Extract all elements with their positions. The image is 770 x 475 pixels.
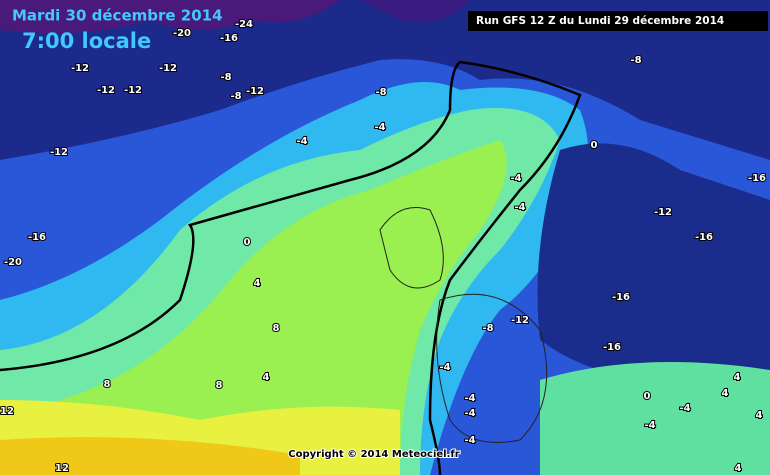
run: Run GFS 12 Z du Lundi 29 décembre 2014 <box>476 15 724 27</box>
contour-label: -8 <box>375 87 386 98</box>
zone <box>60 140 507 475</box>
contour-label: -20 <box>173 28 191 39</box>
contour-label: 8 <box>273 323 280 334</box>
zone <box>540 362 770 475</box>
time: 7:00 locale <box>22 29 151 53</box>
contour-label: -20 <box>4 257 22 268</box>
contour-label: -16 <box>612 292 630 303</box>
contour-label: -4 <box>679 403 690 414</box>
contour-label: -16 <box>28 232 46 243</box>
contour-label: -12 <box>654 207 672 218</box>
contour-label: 12 <box>0 406 14 417</box>
contour-label: -12 <box>159 63 177 74</box>
contour-label: 4 <box>734 372 741 383</box>
contour-label: -8 <box>230 91 241 102</box>
contour-label: 12 <box>55 463 69 474</box>
contour-label: 0 <box>644 391 651 402</box>
contour-label: 8 <box>104 379 111 390</box>
contour-label: -16 <box>748 173 766 184</box>
contour-label: 4 <box>756 410 763 421</box>
zero-isotherm <box>0 60 582 475</box>
contour-label: -4 <box>514 202 525 213</box>
cold-zone <box>0 0 340 34</box>
contour-label: -16 <box>695 232 713 243</box>
contour-label: -8 <box>482 323 493 334</box>
zone <box>537 143 770 380</box>
run-box <box>468 11 768 31</box>
contour-label: -4 <box>439 362 450 373</box>
contour-label: -12 <box>50 147 68 158</box>
contour-label: -4 <box>464 408 475 419</box>
contour-label: -8 <box>630 55 641 66</box>
zone <box>0 437 300 475</box>
contour-label: -16 <box>603 342 621 353</box>
contour-label: 4 <box>263 372 270 383</box>
contour-label: -12 <box>71 63 89 74</box>
contour-label: -4 <box>644 420 655 431</box>
contour-label: -24 <box>235 19 253 30</box>
contour-label: 8 <box>216 380 223 391</box>
contour-label: -4 <box>374 122 385 133</box>
contour-label: 4 <box>722 388 729 399</box>
contour-label: 4 <box>254 278 261 289</box>
contour-label: -12 <box>124 85 142 96</box>
contour-label: 0 <box>244 237 251 248</box>
copyright: Copyright © 2014 Meteociel.fr <box>288 449 459 460</box>
contour-label: 4 <box>735 463 742 474</box>
contour-label: -8 <box>220 72 231 83</box>
contour-label: -4 <box>464 435 475 446</box>
contour-label: -4 <box>510 173 521 184</box>
contour-labels: -24 -20 -16 -12 -12 -12 -12 -8 -8 -12 -8… <box>0 18 767 475</box>
coastline <box>379 207 548 443</box>
cold-zone <box>360 0 470 23</box>
contour-label: -12 <box>97 85 115 96</box>
contour-label: -12 <box>246 86 264 97</box>
contour-label: -4 <box>464 393 475 404</box>
contour-label: -16 <box>220 33 238 44</box>
contour-label: 0 <box>591 140 598 151</box>
contour-label: -4 <box>296 136 307 147</box>
date: Mardi 30 décembre 2014 <box>12 7 223 25</box>
contour-label: -12 <box>511 315 529 326</box>
